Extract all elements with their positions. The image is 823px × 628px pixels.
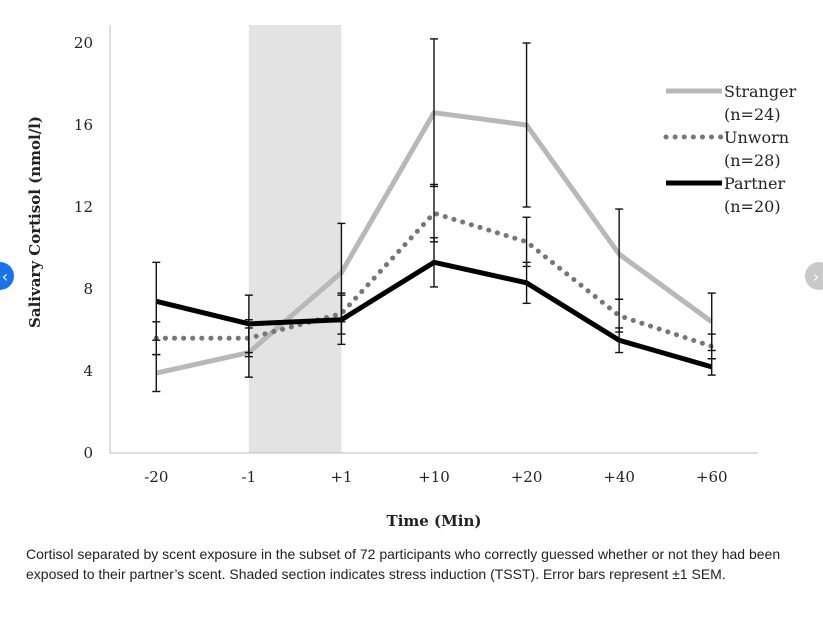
chevron-left-icon: ‹ [1,266,9,286]
axes [109,25,758,454]
stress-induction-band [248,25,342,453]
next-button[interactable]: › [805,262,823,290]
y-axis-title: Salivary Cortisol (nmol/l) [26,116,44,328]
x-tick-label: +10 [418,468,450,486]
legend-label: Unworn [724,128,789,147]
stress-induction-shading [248,25,342,453]
previous-button[interactable]: ‹ [0,262,14,290]
legend-label: Partner [724,174,785,193]
y-tick-label: 16 [74,116,93,134]
y-tick-label: 12 [74,198,93,216]
y-tick-label: 4 [83,362,93,380]
y-tick-label: 20 [74,34,93,52]
x-tick-label: -20 [144,468,168,486]
y-tick-label: 8 [83,280,93,298]
chevron-right-icon: › [812,266,820,286]
tick-labels: -20 -1 +1 +10 +20 +40 +60 0 4 8 12 16 20 [74,34,728,486]
legend-count: (n=20) [724,197,781,216]
figure-caption: Cortisol separated by scent exposure in … [26,546,781,582]
y-tick-label: 0 [83,444,93,462]
legend-count: (n=28) [724,151,781,170]
legend-label: Stranger [724,82,797,101]
x-axis-title: Time (Min) [387,512,482,530]
x-tick-label: -1 [242,468,257,486]
x-tick-label: +40 [603,468,635,486]
x-tick-label: +1 [330,468,352,486]
legend-count: (n=24) [724,105,781,124]
cortisol-line-chart: -20 -1 +1 +10 +20 +40 +60 0 4 8 12 16 20 Stranger (n=… [26,25,797,530]
x-tick-label: +20 [511,468,543,486]
x-tick-label: +60 [696,468,728,486]
legend: Stranger (n=24) Unworn (n=28) Partner (n=20) [663,82,797,216]
error-bars [152,38,716,393]
